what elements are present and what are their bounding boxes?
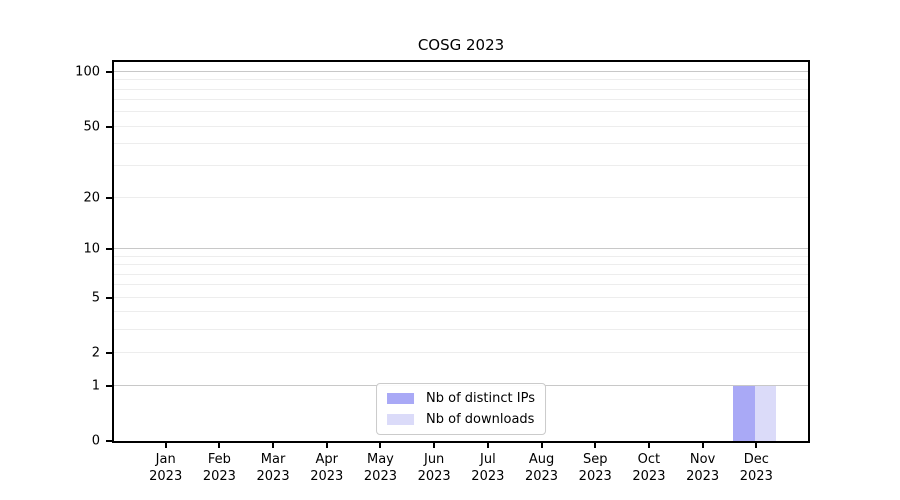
x-tick-mark xyxy=(164,443,167,448)
legend: Nb of distinct IPs Nb of downloads xyxy=(376,383,546,435)
x-tick-label: Sep 2023 xyxy=(563,451,627,485)
x-tick-mark xyxy=(701,443,704,448)
y-tick-mark xyxy=(106,296,112,299)
y-tick-label: 100 xyxy=(75,64,100,80)
x-tick-month: Dec xyxy=(743,452,769,467)
x-tick-mark xyxy=(433,443,436,448)
y-tick-mark xyxy=(106,196,112,199)
x-tick-label: Jul 2023 xyxy=(456,451,520,485)
gridline-minor xyxy=(114,255,808,257)
gridline-minor xyxy=(114,352,808,354)
x-tick-month: Apr xyxy=(315,452,339,467)
x-tick-mark xyxy=(272,443,275,448)
x-tick-year: 2023 xyxy=(524,469,559,484)
x-tick-month: Feb xyxy=(207,452,231,467)
plot-area: Nb of distinct IPs Nb of downloads xyxy=(112,60,810,443)
bar-downloads xyxy=(754,385,776,441)
y-tick-mark xyxy=(106,384,112,387)
x-tick-year: 2023 xyxy=(471,469,505,484)
x-tick-month: Jul xyxy=(480,452,496,467)
x-tick-label: Oct 2023 xyxy=(617,451,681,485)
x-tick-label: Feb 2023 xyxy=(187,451,251,485)
x-tick-mark xyxy=(594,443,597,448)
y-tick-mark xyxy=(106,352,112,355)
x-axis: Jan 2023 Feb 2023 Mar 2023 Apr 2023 May 2023 Jun 20… xyxy=(112,443,810,497)
x-tick-month: Nov xyxy=(689,452,716,467)
x-tick-month: Sep xyxy=(582,452,608,467)
x-tick-mark xyxy=(325,443,328,448)
y-tick-mark xyxy=(106,125,112,128)
gridline-minor xyxy=(114,264,808,266)
gridline-major xyxy=(114,70,808,72)
legend-item: Nb of distinct IPs xyxy=(387,391,535,406)
x-tick-year: 2023 xyxy=(632,469,666,484)
x-tick-year: 2023 xyxy=(310,469,344,484)
x-tick-label: Nov 2023 xyxy=(671,451,735,485)
legend-label: Nb of distinct IPs xyxy=(426,391,535,406)
y-tick-label: 5 xyxy=(91,290,100,306)
gridline-minor xyxy=(114,329,808,331)
x-tick-label: Jun 2023 xyxy=(402,451,466,485)
legend-item: Nb of downloads xyxy=(387,412,535,427)
x-tick-month: Aug xyxy=(528,452,555,467)
x-tick-label: Mar 2023 xyxy=(241,451,305,485)
x-tick-label: Apr 2023 xyxy=(295,451,359,485)
gridline-minor xyxy=(114,311,808,313)
legend-swatch xyxy=(387,414,415,425)
x-tick-label: May 2023 xyxy=(348,451,412,485)
x-tick-year: 2023 xyxy=(686,469,720,484)
x-tick-year: 2023 xyxy=(202,469,236,484)
y-tick-mark xyxy=(106,440,112,442)
gridline-minor xyxy=(114,125,808,127)
x-tick-year: 2023 xyxy=(363,469,397,484)
gridline-minor xyxy=(114,284,808,286)
legend-swatch xyxy=(387,393,415,404)
x-tick-mark xyxy=(540,443,543,448)
y-tick-label: 10 xyxy=(83,241,100,257)
x-tick-mark xyxy=(647,443,650,448)
y-tick-label: 2 xyxy=(91,345,100,361)
x-tick-mark xyxy=(218,443,221,448)
gridline-minor xyxy=(114,99,808,101)
y-tick-mark xyxy=(106,70,112,73)
gridline-minor xyxy=(114,88,808,90)
y-tick-label: 50 xyxy=(83,119,100,135)
x-tick-month: May xyxy=(367,452,394,467)
y-tick-label: 1 xyxy=(91,378,100,394)
y-tick-label: 20 xyxy=(83,190,100,206)
chart-title: COSG 2023 xyxy=(417,36,505,54)
x-tick-year: 2023 xyxy=(578,469,612,484)
x-tick-label: Dec 2023 xyxy=(724,451,788,485)
gridline-minor xyxy=(114,79,808,81)
gridline-minor xyxy=(114,296,808,298)
x-tick-month: Jun xyxy=(423,452,445,467)
x-tick-month: Oct xyxy=(637,452,661,467)
y-tick-label: 0 xyxy=(91,433,100,449)
gridline-minor xyxy=(114,143,808,144)
y-axis: 0 1 2 5 10 20 50 100 xyxy=(0,62,112,448)
bar-distinct-ips xyxy=(733,385,755,441)
legend-label: Nb of downloads xyxy=(426,412,535,427)
x-tick-year: 2023 xyxy=(417,469,451,484)
x-tick-mark xyxy=(486,443,489,448)
y-tick-mark xyxy=(106,248,112,251)
x-tick-month: Mar xyxy=(260,452,286,467)
gridline-minor xyxy=(114,273,808,275)
gridline-minor xyxy=(114,165,808,167)
x-tick-mark xyxy=(379,443,382,448)
x-tick-label: Jan 2023 xyxy=(134,451,198,485)
x-tick-month: Jan xyxy=(155,452,176,467)
gridline-minor xyxy=(114,111,808,113)
x-tick-year: 2023 xyxy=(149,469,183,484)
x-tick-year: 2023 xyxy=(739,469,773,484)
gridline-minor xyxy=(114,196,808,198)
x-tick-label: Aug 2023 xyxy=(510,451,574,485)
x-tick-year: 2023 xyxy=(256,469,290,484)
x-tick-mark xyxy=(755,443,758,448)
gridline-major xyxy=(114,248,808,250)
